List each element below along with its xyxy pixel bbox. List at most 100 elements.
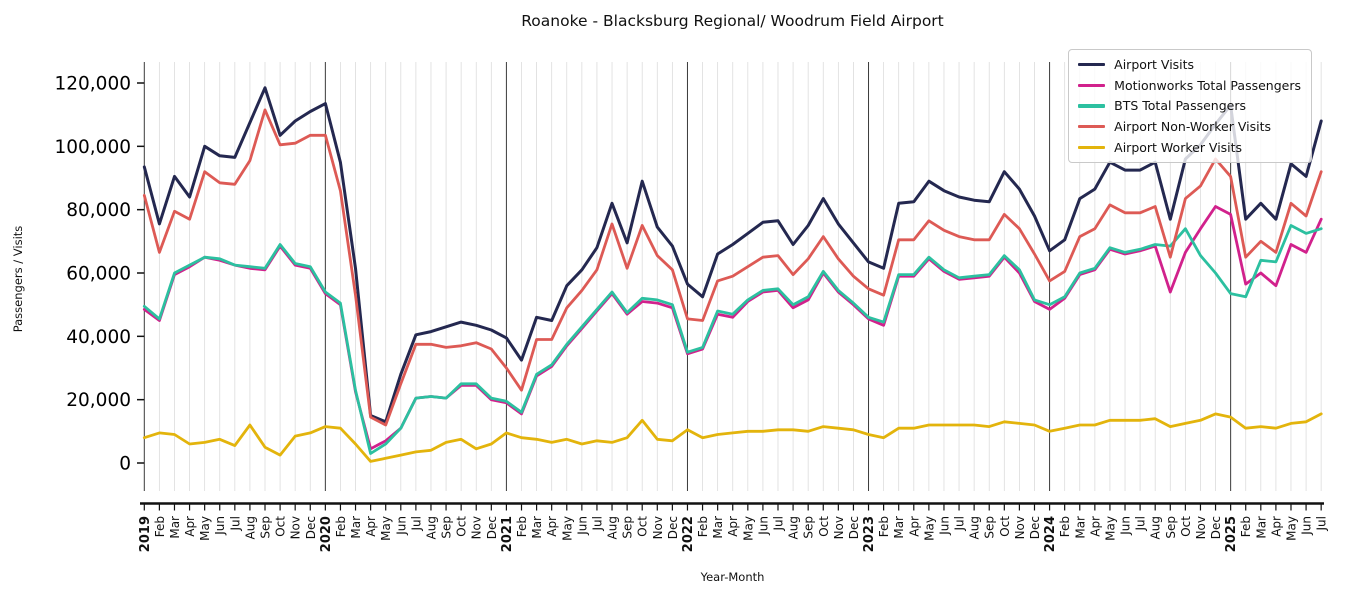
x-tick-label: Jun bbox=[575, 516, 589, 536]
x-tick-label: 2021 bbox=[500, 516, 515, 552]
x-axis-ticks: 2019 Feb Mar Apr May Jun Jul Aug Sep Oct Nov Dec 202… bbox=[138, 503, 1329, 552]
x-tick-label: 2025 bbox=[1224, 516, 1239, 552]
x-tick-label: 2023 bbox=[862, 516, 877, 552]
x-tick-label: Apr bbox=[364, 516, 378, 537]
legend-entry-airport-worker-visits: Airport Worker Visits bbox=[1078, 140, 1301, 156]
x-tick-label: Aug bbox=[243, 516, 257, 539]
x-tick-label: Nov bbox=[470, 516, 484, 539]
x-tick-label: Feb bbox=[153, 516, 167, 537]
x-tick-label: Oct bbox=[817, 516, 831, 537]
x-tick-label: Aug bbox=[1149, 516, 1163, 539]
legend-label: BTS Total Passengers bbox=[1114, 98, 1246, 114]
x-tick-label: Oct bbox=[998, 516, 1012, 537]
x-tick-label: May bbox=[741, 516, 755, 541]
x-tick-label: May bbox=[379, 516, 393, 541]
x-tick-label: Jun bbox=[1300, 516, 1314, 536]
x-tick-label: Apr bbox=[545, 516, 559, 537]
y-tick-label: 40,000 bbox=[66, 327, 131, 348]
y-tick-label: 60,000 bbox=[66, 264, 131, 285]
x-tick-label: Sep bbox=[802, 516, 816, 539]
y-tick-label: 0 bbox=[119, 454, 131, 475]
legend-label: Airport Non-Worker Visits bbox=[1114, 118, 1271, 134]
x-tick-label: Jun bbox=[394, 516, 408, 536]
legend-entry-motionworks-total-passengers: Motionworks Total Passengers bbox=[1078, 78, 1301, 94]
x-tick-label: Nov bbox=[1194, 516, 1208, 539]
x-tick-label: May bbox=[1284, 516, 1298, 541]
x-tick-label: 2022 bbox=[681, 516, 696, 552]
chart-title: Roanoke - Blacksburg Regional/ Woodrum F… bbox=[521, 12, 944, 30]
x-tick-label: Sep bbox=[983, 516, 997, 539]
x-tick-label: Jun bbox=[1119, 516, 1133, 536]
x-tick-label: Feb bbox=[696, 516, 710, 537]
legend-entry-bts-total-passengers: BTS Total Passengers bbox=[1078, 98, 1301, 114]
legend-swatch-bts-total-passengers bbox=[1078, 104, 1106, 108]
legend-entry-airport-visits: Airport Visits bbox=[1078, 57, 1301, 73]
x-tick-label: Feb bbox=[1239, 516, 1253, 537]
x-tick-label: Oct bbox=[455, 516, 469, 537]
x-tick-label: Oct bbox=[274, 516, 288, 537]
x-tick-label: Jul bbox=[953, 516, 967, 531]
x-tick-label: May bbox=[560, 516, 574, 541]
x-tick-label: Aug bbox=[968, 516, 982, 539]
legend-swatch-airport-worker-visits bbox=[1078, 145, 1106, 149]
x-tick-label: Feb bbox=[334, 516, 348, 537]
x-tick-label: Apr bbox=[1269, 516, 1283, 537]
x-tick-label: Mar bbox=[711, 516, 725, 539]
x-tick-label: May bbox=[198, 516, 212, 541]
y-tick-label: 120,000 bbox=[54, 74, 131, 95]
x-tick-label: Jul bbox=[590, 516, 604, 531]
legend-label: Airport Visits bbox=[1114, 57, 1195, 72]
y-tick-label: 80,000 bbox=[66, 200, 131, 221]
x-tick-label: Mar bbox=[1073, 516, 1087, 539]
legend-swatch-airport-non-worker-visits bbox=[1078, 125, 1106, 129]
x-tick-label: Dec bbox=[485, 516, 499, 539]
y-tick-label: 100,000 bbox=[54, 137, 131, 158]
x-axis-label: Year-Month bbox=[700, 570, 765, 584]
x-tick-label: Dec bbox=[304, 516, 318, 539]
x-tick-label: Jul bbox=[409, 516, 423, 531]
y-axis-label: Passengers / Visits bbox=[11, 225, 25, 333]
x-tick-label: Dec bbox=[1209, 516, 1223, 539]
x-tick-label: Nov bbox=[651, 516, 665, 539]
x-tick-label: Mar bbox=[1254, 516, 1268, 539]
y-tick-label: 20,000 bbox=[66, 390, 131, 411]
x-tick-label: Sep bbox=[621, 516, 635, 539]
x-tick-label: Sep bbox=[259, 516, 273, 539]
x-tick-label: Nov bbox=[289, 516, 303, 539]
series-line-airport-worker-visits bbox=[142, 412, 1323, 463]
y-axis: 0 20,000 40,000 60,000 80,000 100,000 120,000 bbox=[54, 74, 145, 475]
x-tick-label: Dec bbox=[1028, 516, 1042, 539]
x-tick-label: Jun bbox=[756, 516, 770, 536]
x-tick-label: Mar bbox=[892, 516, 906, 539]
x-tick-label: Jul bbox=[228, 516, 242, 531]
series-line-airport-visits bbox=[142, 86, 1323, 424]
x-tick-label: 2019 bbox=[138, 516, 153, 552]
x-tick-label: 2020 bbox=[319, 516, 334, 552]
x-tick-label: Nov bbox=[832, 516, 846, 539]
legend: Airport Visits Motionworks Total Passenge… bbox=[1068, 49, 1312, 164]
legend-swatch-airport-visits bbox=[1078, 63, 1106, 67]
x-tick-label: Dec bbox=[847, 516, 861, 539]
x-tick-label: Aug bbox=[787, 516, 801, 539]
month-gridlines bbox=[143, 62, 1322, 491]
x-tick-label: Apr bbox=[183, 516, 197, 537]
x-tick-label: Sep bbox=[1164, 516, 1178, 539]
x-tick-label: Aug bbox=[424, 516, 438, 539]
x-tick-label: Mar bbox=[530, 516, 544, 539]
x-tick-label: Mar bbox=[168, 516, 182, 539]
series-line-bts-total-passengers bbox=[142, 224, 1323, 455]
legend-swatch-motionworks-total-passengers bbox=[1078, 83, 1106, 88]
x-tick-label: Nov bbox=[1013, 516, 1027, 539]
x-tick-label: Feb bbox=[1058, 516, 1072, 537]
x-tick-label: Jul bbox=[1315, 516, 1329, 531]
x-tick-label: Jun bbox=[213, 516, 227, 536]
x-tick-label: Feb bbox=[877, 516, 891, 537]
series-line-airport-non-worker-visits bbox=[142, 108, 1323, 427]
x-tick-label: May bbox=[1103, 516, 1117, 541]
x-tick-label: Mar bbox=[349, 516, 363, 539]
x-tick-label: May bbox=[922, 516, 936, 541]
x-tick-label: Jul bbox=[771, 516, 785, 531]
legend-label: Motionworks Total Passengers bbox=[1114, 77, 1301, 93]
x-tick-label: Apr bbox=[726, 516, 740, 537]
legend-label: Airport Worker Visits bbox=[1114, 139, 1243, 155]
